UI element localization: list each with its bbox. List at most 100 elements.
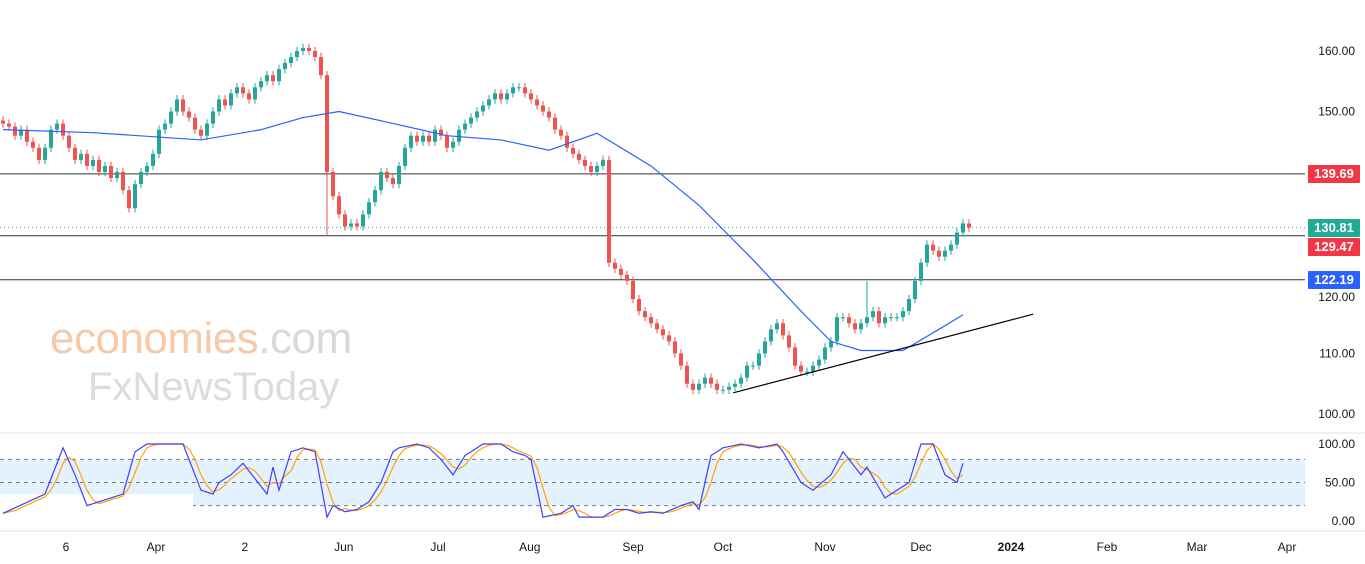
candle-body — [529, 93, 533, 100]
watermark-domain: .com — [258, 314, 352, 363]
candle — [769, 325, 773, 346]
candle-body — [535, 99, 539, 106]
candle — [691, 379, 695, 395]
candle — [481, 101, 485, 116]
trendline[interactable] — [733, 313, 1034, 394]
stochastic-k-line — [2, 443, 964, 519]
candle — [433, 125, 437, 146]
candle — [649, 312, 653, 328]
price-tick-label: 100.00 — [1318, 407, 1355, 421]
candle-body — [457, 129, 461, 142]
candle — [283, 58, 287, 74]
candle-body — [217, 99, 221, 112]
candle-body — [139, 172, 143, 185]
candle — [967, 219, 971, 232]
candle — [679, 349, 683, 370]
candle-body — [433, 129, 437, 142]
candle-body — [661, 329, 665, 336]
candle-body — [481, 105, 485, 112]
candle — [523, 83, 527, 98]
price-axis[interactable]: 100.00 110.00 120.00 150.00 160.00 0.00 50.00 1… — [1318, 44, 1355, 528]
candle-body — [823, 347, 827, 360]
candle — [43, 143, 47, 165]
watermark-fxnewstoday: FxNewsToday — [88, 365, 340, 409]
candle — [475, 107, 479, 122]
time-tick-label: Jun — [334, 540, 353, 554]
candle-body — [55, 123, 59, 130]
candle-body — [301, 47, 305, 51]
candle-body — [385, 172, 389, 179]
candle-body — [391, 178, 395, 185]
candle-body — [37, 147, 41, 160]
candle — [169, 107, 173, 128]
candle — [325, 70, 329, 235]
candle — [961, 219, 965, 237]
candle — [487, 95, 491, 110]
overlay-mask — [0, 494, 193, 522]
candle — [697, 379, 701, 395]
candle-body — [919, 262, 923, 281]
candle-body — [181, 99, 185, 112]
candle-body — [97, 159, 101, 172]
candle — [7, 119, 11, 131]
candle-body — [187, 111, 191, 118]
candle-body — [157, 129, 161, 154]
time-axis[interactable]: 6 Apr 2 Jun Jul Aug Sep Oct Nov Dec 2024 Feb Mar Apr — [63, 540, 1297, 554]
candle — [355, 219, 359, 231]
candle-body — [337, 196, 341, 215]
candlestick-series — [1, 43, 971, 395]
candle-body — [409, 135, 413, 148]
candle — [601, 155, 605, 171]
candle-body — [637, 299, 641, 312]
candle-body — [325, 75, 329, 172]
candle-body — [655, 323, 659, 330]
candle-body — [253, 87, 257, 100]
candle-body — [241, 87, 245, 94]
candle — [37, 143, 41, 165]
candle — [103, 161, 107, 177]
candle — [643, 306, 647, 322]
candle — [109, 161, 113, 183]
candle — [313, 46, 317, 62]
candle-body — [937, 250, 941, 257]
candle-body — [343, 214, 347, 227]
time-tick-label: Nov — [814, 540, 835, 554]
candle-body — [295, 51, 299, 58]
candle — [547, 107, 551, 122]
price-tag-130.81: 130.81 — [1308, 218, 1360, 237]
candle — [349, 219, 353, 231]
candle — [127, 185, 131, 213]
candle — [79, 149, 83, 165]
candle — [259, 77, 263, 92]
candle — [559, 125, 563, 140]
candle-body — [841, 317, 845, 319]
candle — [139, 167, 143, 189]
candle-body — [853, 323, 857, 330]
price-tag-129.47: 129.47 — [1308, 237, 1360, 256]
candle — [739, 373, 743, 388]
candle — [595, 161, 599, 177]
candle-body — [691, 383, 695, 390]
candle-body — [703, 377, 707, 384]
candle-body — [949, 244, 953, 251]
candle — [727, 382, 731, 395]
candle-body — [649, 317, 653, 324]
candle-body — [685, 365, 689, 384]
candle-body — [559, 129, 563, 136]
candle — [919, 258, 923, 286]
candle — [265, 70, 269, 86]
time-tick-label: Feb — [1097, 540, 1118, 554]
candle — [763, 337, 767, 358]
candle — [853, 319, 857, 334]
horizontal-levels[interactable] — [0, 173, 1305, 281]
candle-body — [91, 159, 95, 166]
candle — [865, 280, 869, 328]
candle-body — [493, 93, 497, 100]
time-tick-label: Apr — [147, 540, 166, 554]
candle — [511, 83, 515, 98]
candle-body — [445, 135, 449, 148]
candle — [235, 83, 239, 98]
candle-body — [421, 135, 425, 142]
candle-body — [277, 69, 281, 82]
candle — [223, 95, 227, 110]
